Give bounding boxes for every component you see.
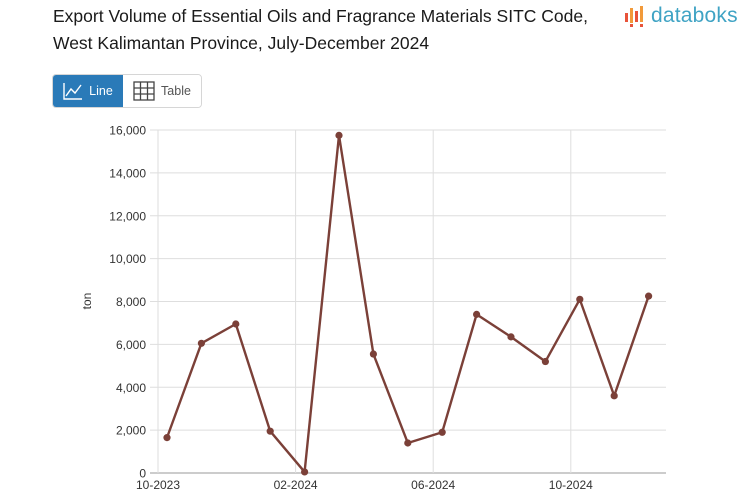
table-grid-icon <box>133 81 155 101</box>
x-tick-label: 10-2024 <box>549 478 593 492</box>
data-point <box>404 439 412 447</box>
y-tick-label: 6,000 <box>116 338 146 352</box>
data-point <box>645 292 653 300</box>
data-point <box>541 357 550 366</box>
y-tick-label: 2,000 <box>116 424 146 438</box>
x-tick-label: 02-2024 <box>274 478 318 492</box>
databoks-logo-text: databoks <box>651 4 738 27</box>
view-toggle: Line Table <box>52 74 202 108</box>
line-view-label: Line <box>89 84 113 98</box>
data-point <box>610 392 618 400</box>
y-tick-label: 4,000 <box>116 381 146 395</box>
table-view-button[interactable]: Table <box>123 75 201 107</box>
data-point <box>473 310 481 318</box>
y-tick-label: 10,000 <box>109 252 146 266</box>
data-point <box>266 427 274 435</box>
x-tick-label: 06-2024 <box>411 478 455 492</box>
y-tick-label: 16,000 <box>109 124 146 138</box>
data-point <box>369 350 377 358</box>
y-tick-label: 0 <box>139 467 146 481</box>
data-point <box>335 131 343 139</box>
line-chart-icon <box>63 83 83 100</box>
data-point <box>301 468 309 476</box>
data-point <box>232 320 240 328</box>
y-tick-label: 12,000 <box>109 209 146 223</box>
line-view-button[interactable]: Line <box>53 75 123 107</box>
databoks-logo: databoks <box>624 4 738 28</box>
x-tick-label: 10-2023 <box>136 478 180 492</box>
chart-title: Export Volume of Essential Oils and Frag… <box>53 6 588 53</box>
data-point <box>507 333 515 341</box>
data-point <box>576 295 584 303</box>
y-tick-label: 14,000 <box>109 166 146 180</box>
databoks-logo-icon <box>625 6 643 27</box>
data-point <box>163 434 171 442</box>
table-view-label: Table <box>161 84 191 98</box>
y-axis-label: ton <box>80 293 94 310</box>
data-point <box>197 339 205 347</box>
y-tick-label: 8,000 <box>116 295 146 309</box>
data-point <box>438 428 446 436</box>
series-line <box>165 134 650 474</box>
